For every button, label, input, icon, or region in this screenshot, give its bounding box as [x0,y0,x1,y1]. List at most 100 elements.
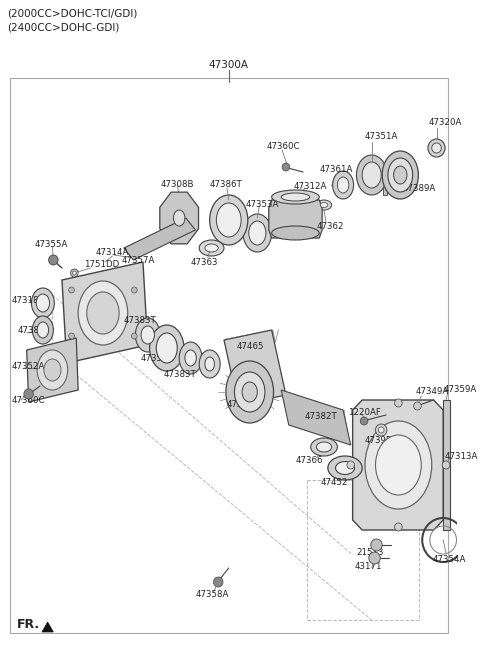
Text: 47363: 47363 [191,258,218,267]
Ellipse shape [210,195,248,245]
Polygon shape [281,390,351,445]
Polygon shape [383,165,387,195]
Polygon shape [353,400,443,530]
Text: 47361A: 47361A [319,165,353,174]
Circle shape [378,427,384,433]
Ellipse shape [249,221,266,245]
Text: 47350A: 47350A [141,354,174,363]
Circle shape [69,287,74,293]
Text: 47395: 47395 [364,436,392,445]
Ellipse shape [242,382,257,402]
Ellipse shape [199,350,220,378]
Text: 47318A: 47318A [12,296,45,305]
Ellipse shape [199,240,224,256]
Text: 47383: 47383 [17,326,45,335]
Ellipse shape [185,350,196,366]
Ellipse shape [78,281,128,345]
Polygon shape [62,262,148,363]
Ellipse shape [173,210,185,226]
Text: 47355A: 47355A [34,240,68,249]
Ellipse shape [375,435,421,495]
Circle shape [375,424,387,436]
Circle shape [69,333,74,339]
Ellipse shape [382,151,419,199]
Ellipse shape [328,456,362,480]
Ellipse shape [365,421,432,509]
Polygon shape [269,200,322,238]
Circle shape [132,287,137,293]
Ellipse shape [388,158,413,192]
Text: 47360C: 47360C [267,142,300,151]
Ellipse shape [272,190,319,204]
Text: 47465: 47465 [236,342,264,351]
Text: 47359A: 47359A [443,385,477,394]
Text: (2400CC>DOHC-GDI): (2400CC>DOHC-GDI) [8,22,120,32]
Ellipse shape [179,342,202,374]
Ellipse shape [333,171,354,199]
Circle shape [395,523,402,531]
Ellipse shape [150,325,184,371]
Ellipse shape [135,318,160,352]
Text: 43171: 43171 [355,562,382,571]
Text: 21513: 21513 [357,548,384,557]
Circle shape [347,461,355,469]
Ellipse shape [320,202,328,208]
Text: 47349A: 47349A [416,387,449,396]
Circle shape [71,269,78,277]
Text: 47362: 47362 [316,222,344,231]
Bar [10,78,448,633]
Ellipse shape [362,162,381,188]
Ellipse shape [226,361,274,423]
Circle shape [369,552,380,564]
Text: 47244: 47244 [227,400,254,409]
Ellipse shape [44,359,61,381]
Text: 47313A: 47313A [444,452,478,461]
Circle shape [428,139,445,157]
Text: 47357A: 47357A [122,256,156,265]
Circle shape [132,333,137,339]
Text: 47452: 47452 [320,478,348,487]
Text: 1751DD: 1751DD [84,260,119,269]
Ellipse shape [281,193,310,201]
Circle shape [395,399,402,407]
Ellipse shape [337,177,349,193]
Polygon shape [443,400,450,530]
Ellipse shape [357,155,387,195]
Ellipse shape [37,322,48,338]
Circle shape [432,143,441,153]
Circle shape [371,539,382,551]
Circle shape [48,255,58,265]
Polygon shape [124,218,195,260]
Ellipse shape [234,372,265,412]
Circle shape [24,389,33,399]
Polygon shape [224,330,286,405]
Ellipse shape [87,292,119,334]
Circle shape [214,577,223,587]
Text: 47386T: 47386T [210,180,242,189]
Polygon shape [27,338,78,402]
Ellipse shape [205,357,215,371]
Text: 47314A: 47314A [96,248,129,257]
Ellipse shape [272,226,319,240]
Text: 47353A: 47353A [246,200,279,209]
Ellipse shape [316,200,332,210]
Ellipse shape [243,214,272,252]
Ellipse shape [141,326,155,344]
Text: 47312A: 47312A [294,182,327,191]
Text: (2000CC>DOHC-TCI/GDI): (2000CC>DOHC-TCI/GDI) [8,8,138,18]
Text: FR.: FR. [17,618,40,631]
Ellipse shape [216,203,241,237]
Ellipse shape [394,166,407,184]
Text: 47389A: 47389A [402,184,435,193]
Ellipse shape [33,316,53,344]
Text: 47300A: 47300A [209,60,249,70]
Text: 47351A: 47351A [364,132,397,141]
Ellipse shape [205,244,218,252]
Ellipse shape [311,438,337,456]
Text: 47382T: 47382T [305,412,338,421]
Text: 47366: 47366 [296,456,323,465]
Text: 47383T: 47383T [124,316,156,325]
Ellipse shape [36,294,49,312]
Text: 47360C: 47360C [12,396,45,405]
Polygon shape [42,622,53,632]
